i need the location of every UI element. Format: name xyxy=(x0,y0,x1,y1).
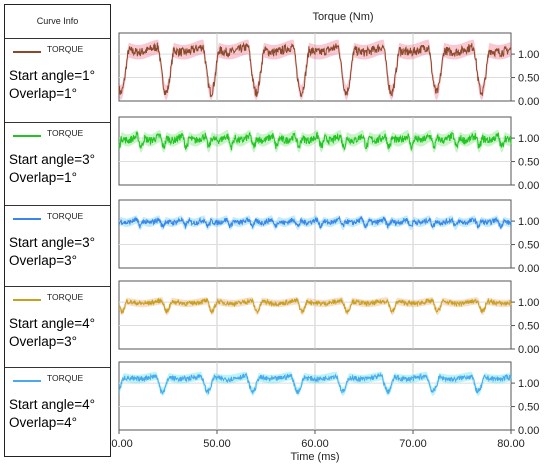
x-axis-label: Time (ms) xyxy=(290,451,339,463)
legend-label-2: Start angle=3° Overlap=1° xyxy=(9,151,95,187)
chart-panel-2: 0.00 0.50 1.00 xyxy=(118,116,539,192)
overlap-label: Overlap=1° xyxy=(9,86,78,101)
start-angle-label: Start angle=3° xyxy=(9,152,96,167)
overlap-label: Overlap=3° xyxy=(9,253,78,268)
legend-series-name: TORQUE xyxy=(47,211,84,221)
legend-series-name: TORQUE xyxy=(47,44,84,54)
start-angle-label: Start angle=4° xyxy=(9,397,96,412)
chart-panel-1: 0.00 0.50 1.00 xyxy=(118,32,539,108)
legend-entry-3: TORQUE Start angle=3° Overlap=3° xyxy=(5,205,110,289)
y-tick-label: 0.50 xyxy=(518,402,539,414)
legend-divider xyxy=(5,122,110,123)
legend-entry-1: TORQUE Start angle=1° Overlap=1° xyxy=(5,38,110,122)
y-tick-label: 0.00 xyxy=(518,425,539,437)
chart-title: Torque (Nm) xyxy=(312,11,373,23)
series-line xyxy=(118,215,512,230)
legend-header: Curve Info xyxy=(36,16,79,26)
series-line xyxy=(118,131,512,152)
legend-entry-5: TORQUE Start angle=4° Overlap=4° xyxy=(5,367,110,451)
y-tick-label: 0.00 xyxy=(518,180,539,192)
y-tick-label: 1.00 xyxy=(518,297,539,309)
x-tick-label: 40.00 xyxy=(105,438,133,450)
legend-series-name: TORQUE xyxy=(47,373,84,383)
curve-info-legend: Curve Info TORQUE Start angle=1° Overlap… xyxy=(4,4,111,457)
x-tick-label: 50.00 xyxy=(203,438,231,450)
start-angle-label: Start angle=4° xyxy=(9,316,96,331)
legend-entry-4: TORQUE Start angle=4° Overlap=3° xyxy=(5,286,110,370)
start-angle-label: Start angle=3° xyxy=(9,235,96,250)
chart-panel-5: 0.00 0.50 1.00 xyxy=(118,361,539,437)
series-band xyxy=(119,129,511,153)
legend-swatch-3 xyxy=(13,218,41,220)
legend-swatch-4 xyxy=(13,299,41,301)
legend-divider xyxy=(5,38,110,39)
legend-label-5: Start angle=4° Overlap=4° xyxy=(9,396,95,432)
y-tick-label: 1.00 xyxy=(518,49,539,61)
y-tick-label: 0.00 xyxy=(518,96,539,108)
overlap-label: Overlap=4° xyxy=(9,415,78,430)
legend-series-name: TORQUE xyxy=(47,128,84,138)
chart-panel-3: 0.00 0.50 1.00 xyxy=(118,199,539,275)
legend-label-4: Start angle=4° Overlap=3° xyxy=(9,315,95,351)
legend-swatch-1 xyxy=(13,51,41,53)
legend-divider xyxy=(5,205,110,206)
series-line xyxy=(118,297,512,315)
y-tick-label: 1.00 xyxy=(518,378,539,390)
series-band xyxy=(119,215,511,231)
y-tick-label: 1.00 xyxy=(518,216,539,228)
legend-divider xyxy=(5,367,110,368)
y-tick-label: 0.50 xyxy=(518,321,539,333)
series-line xyxy=(118,372,512,395)
overlap-label: Overlap=1° xyxy=(9,170,78,185)
y-tick-label: 0.50 xyxy=(518,157,539,169)
y-tick-label: 1.00 xyxy=(518,133,539,145)
x-tick-label: 60.00 xyxy=(301,438,329,450)
y-tick-label: 0.00 xyxy=(518,263,539,275)
legend-divider xyxy=(5,286,110,287)
x-tick-label: 80.00 xyxy=(497,438,525,450)
chart-panel-4: 0.00 0.50 1.00 xyxy=(118,280,539,356)
legend-label-3: Start angle=3° Overlap=3° xyxy=(9,234,95,270)
series-line xyxy=(118,41,512,98)
y-tick-label: 0.00 xyxy=(518,344,539,356)
chart-panels: 0.000.501.000.000.501.000.000.501.000.00… xyxy=(118,32,539,437)
legend-entry-2: TORQUE Start angle=3° Overlap=1° xyxy=(5,122,110,206)
y-tick-label: 0.50 xyxy=(518,73,539,85)
x-tick-label: 70.00 xyxy=(399,438,427,450)
legend-swatch-5 xyxy=(13,380,41,382)
overlap-label: Overlap=3° xyxy=(9,334,78,349)
start-angle-label: Start angle=1° xyxy=(9,68,96,83)
legend-swatch-2 xyxy=(13,135,41,137)
legend-label-1: Start angle=1° Overlap=1° xyxy=(9,67,95,103)
legend-series-name: TORQUE xyxy=(47,292,84,302)
y-tick-label: 0.50 xyxy=(518,240,539,252)
x-axis: 40.00 50.00 60.00 70.00 80.00 xyxy=(105,430,525,450)
